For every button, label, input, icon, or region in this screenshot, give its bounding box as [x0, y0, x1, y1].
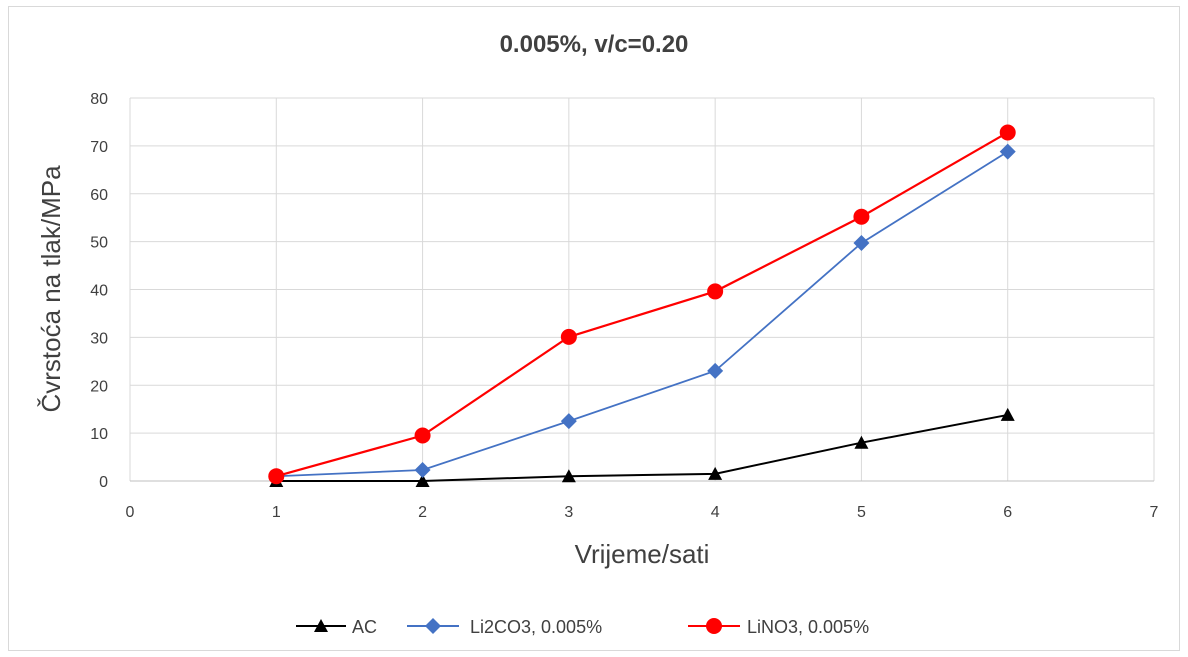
data-point — [414, 461, 431, 478]
y-tick-label: 0 — [99, 474, 108, 491]
x-tick-label: 5 — [857, 504, 866, 521]
data-point — [707, 362, 724, 379]
legend-marker — [706, 618, 722, 634]
legend-label: Li2CO3, 0.005% — [470, 617, 602, 637]
series-2 — [268, 124, 1016, 485]
series-line — [276, 413, 1008, 482]
legend-item: Li2CO3, 0.005% — [407, 617, 602, 637]
data-point — [999, 143, 1016, 160]
series-line — [276, 150, 1009, 478]
legend-marker — [425, 618, 441, 634]
x-tick-label: 6 — [1003, 504, 1012, 521]
data-point — [560, 328, 577, 345]
series-layer — [268, 124, 1016, 487]
data-point — [708, 466, 723, 480]
legend-label: AC — [352, 617, 377, 637]
legend-label: LiNO3, 0.005% — [747, 617, 869, 637]
y-tick-label: 80 — [90, 91, 108, 108]
y-tick-label: 60 — [90, 187, 108, 204]
x-tick-label: 7 — [1150, 504, 1159, 521]
x-axis-label: Vrijeme/sati — [575, 539, 710, 569]
y-tick-label: 10 — [90, 426, 108, 443]
y-tick-label: 50 — [90, 235, 108, 252]
data-point — [707, 283, 724, 300]
legend-item: LiNO3, 0.005% — [688, 617, 869, 637]
y-tick-label: 20 — [90, 378, 108, 395]
axes: 0 10 20 30 40 50 60 70 80 0 1 2 3 4 5 6 7 — [90, 91, 1158, 521]
legend: AC Li2CO3, 0.005% LiNO3, 0.005% — [296, 617, 869, 637]
data-point — [561, 469, 576, 483]
legend-item: AC — [296, 617, 377, 637]
data-point — [414, 427, 431, 444]
y-tick-label: 40 — [90, 283, 108, 300]
x-tick-label: 1 — [272, 504, 281, 521]
data-point — [268, 468, 285, 485]
y-tick-label: 70 — [90, 139, 108, 156]
data-point — [854, 435, 869, 449]
data-point — [853, 235, 870, 252]
y-tick-label: 30 — [90, 330, 108, 347]
x-tick-label: 4 — [711, 504, 720, 521]
data-point — [1000, 407, 1015, 421]
series-0 — [269, 407, 1015, 487]
data-point — [560, 413, 577, 430]
x-tick-label: 2 — [418, 504, 427, 521]
x-tick-label: 0 — [126, 504, 135, 521]
y-axis-label: Čvrstoća na tlak/MPa — [36, 165, 66, 413]
chart-title: 0.005%, v/c=0.20 — [500, 31, 689, 58]
x-tick-label: 3 — [564, 504, 573, 521]
series-line — [275, 131, 1009, 478]
legend-marker — [314, 619, 328, 632]
data-point — [415, 474, 430, 487]
data-point — [853, 208, 870, 225]
data-point — [999, 124, 1016, 141]
